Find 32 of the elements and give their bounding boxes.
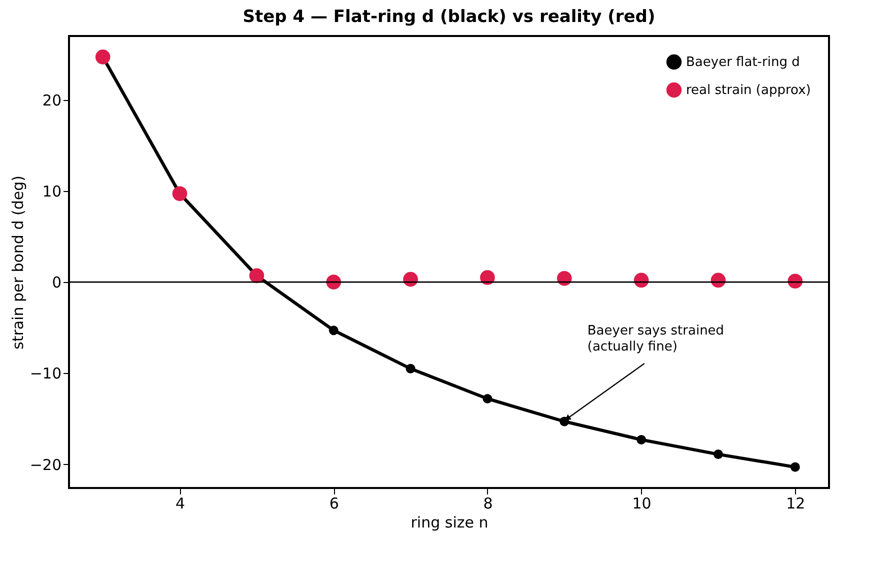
point xyxy=(788,274,803,289)
chart-title: Step 4 — Flat-ring d (black) vs reality (red) xyxy=(242,7,656,27)
x-tick-label: 8 xyxy=(483,494,493,512)
x-tick-label: 12 xyxy=(786,494,806,512)
point xyxy=(634,272,649,288)
point xyxy=(636,434,646,444)
point xyxy=(406,364,416,374)
point xyxy=(790,462,800,472)
point xyxy=(713,450,723,460)
legend-label: real strain (approx) xyxy=(686,83,811,98)
y-tick-label: −20 xyxy=(30,456,62,474)
point xyxy=(95,50,110,64)
y-tick-label: 10 xyxy=(42,182,62,200)
y-tick-label: 0 xyxy=(52,274,62,292)
x-tick-label: 4 xyxy=(175,494,186,512)
x-axis-title: ring size n xyxy=(410,514,488,532)
point xyxy=(328,326,338,336)
y-tick-label: 20 xyxy=(42,91,62,110)
point xyxy=(482,394,492,404)
point xyxy=(403,272,418,287)
point xyxy=(326,274,342,290)
point xyxy=(172,186,188,202)
point xyxy=(710,272,726,288)
annotation: Baeyer says strained (actually fine) xyxy=(587,323,724,354)
y-tick-label: −10 xyxy=(30,364,62,383)
x-tick-label: 10 xyxy=(632,494,652,512)
legend-label: Baeyer flat-ring d xyxy=(686,55,800,70)
point xyxy=(480,270,495,285)
y-axis-title: strain per bond d (deg) xyxy=(8,176,27,350)
point xyxy=(556,271,572,286)
x-tick-label: 6 xyxy=(329,494,339,512)
point xyxy=(249,268,264,284)
